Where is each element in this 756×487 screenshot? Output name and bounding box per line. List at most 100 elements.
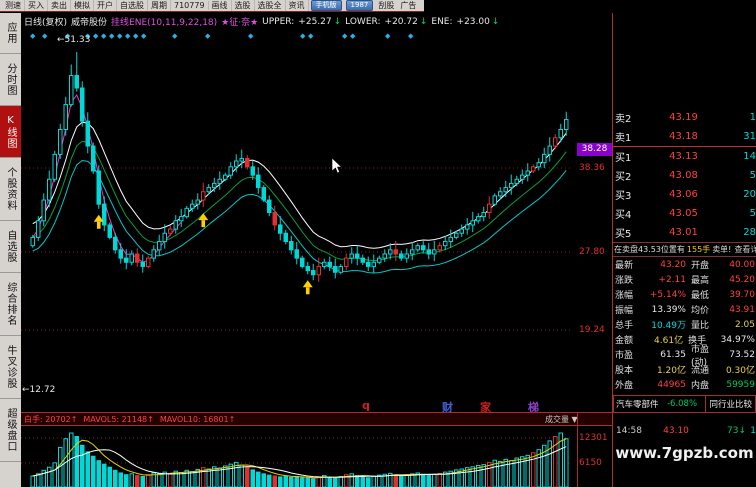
stat-row: 金额 4.61亿 换手 34.97% — [613, 332, 756, 347]
ob-label: 买5 — [615, 229, 632, 240]
menu-item-8[interactable]: 710779 — [171, 1, 209, 10]
stat-label: 股本 — [615, 366, 634, 376]
diamond-signal-icon: ◆ — [133, 32, 139, 40]
lower-label: LOWER: — [345, 16, 381, 27]
lower-value: +20.72 — [384, 16, 418, 27]
ob-volume: 14 — [743, 151, 756, 162]
menu-item-6[interactable]: 自选股 — [117, 0, 148, 11]
indicator-tag: ★征·奈★ — [221, 18, 259, 28]
menu-item-7[interactable]: 周期 — [148, 0, 171, 11]
ob-label: 卖2 — [615, 114, 632, 125]
ob-price: 43.01 — [669, 227, 698, 238]
low-price-callout: ←12.72 — [22, 385, 56, 395]
stat-value: 73.52 — [729, 349, 755, 360]
sidebar-item-应用[interactable]: 应用 — [0, 13, 21, 54]
stat-label: 总手 — [615, 321, 634, 331]
sidebar-item-个股资料[interactable]: 个股资料 — [0, 158, 21, 221]
menu-item-3[interactable]: 卖出 — [48, 0, 71, 11]
menu-item-12[interactable]: 资讯 — [286, 0, 309, 11]
stat-value: 61.35 — [660, 349, 686, 360]
chevron-down-icon: ▼ — [571, 415, 578, 424]
sidebar-item-自选股[interactable]: 自选股 — [0, 221, 21, 273]
stat-label: 市盈(动) — [691, 344, 710, 368]
tick-price: 43.10 — [663, 426, 689, 436]
volume-pane-header: 白手: 20702↑ MAVOL5: 21148↑ MAVOL10: 16801… — [21, 412, 615, 426]
diamond-signal-icon: ◆ — [350, 32, 356, 40]
industry-compare-button[interactable]: 同行业比较 — [705, 396, 755, 412]
ob-price: 43.13 — [669, 151, 698, 162]
sidebar: 应用 分时图 K线图 个股资料 自选股 综合排名 牛叉诊股 超级盘口 — [0, 13, 22, 487]
menu-item-2[interactable]: 买入 — [25, 0, 48, 11]
stat-label: 量比 — [691, 321, 710, 331]
upper-value: +25.27 — [298, 16, 332, 27]
stat-label: 流通 — [691, 366, 710, 376]
order-book-row-买3[interactable]: 买3 43.06 20 — [613, 185, 756, 204]
tick-volume: 73↓ — [727, 426, 746, 436]
stat-value: 1.20亿 — [656, 366, 686, 376]
sidebar-item-K线图[interactable]: K线图 — [0, 106, 21, 158]
stat-label: 涨跌 — [615, 276, 634, 286]
chart-watermark-char: 财 — [442, 401, 453, 414]
sidebar-item-分时图[interactable]: 分时图 — [0, 54, 21, 106]
diamond-signal-icon: ◆ — [141, 32, 147, 40]
signal-diamonds-row: ◆ ◆ ◆ ◆ ◆ ◆ ◆ ◆ ◆ ◆ ◆ ◆ ◆ ◆ ◆ ◆ ◆ ◆ ◆ ◆ — [21, 32, 612, 44]
menu-item-5[interactable]: 开户 — [94, 0, 117, 11]
volume-indicator-selector[interactable]: 成交量 ▼ — [545, 415, 578, 424]
menu-right-item-2[interactable]: 广告 — [400, 1, 417, 10]
stat-row: 外盘 44965 内盘 59959 — [613, 377, 756, 392]
ob-price: 43.06 — [669, 189, 698, 200]
sidebar-item-牛叉诊股[interactable]: 牛叉诊股 — [0, 336, 21, 399]
menu-item-10[interactable]: 选股 — [232, 0, 255, 11]
order-book: 卖2 43.19 1 卖1 43.18 31 买1 43.13 14 买2 43.08 5 买3 43.0… — [613, 108, 756, 242]
volume-chart[interactable] — [21, 426, 612, 487]
order-book-spacer — [613, 13, 756, 108]
volume-axis-label: 6150 — [579, 458, 602, 468]
mavol10: MAVOL10: 16801↑ — [159, 414, 236, 424]
down-arrow-icon: ↓ — [738, 426, 746, 436]
menu-item-11[interactable]: 选股全 — [255, 0, 286, 11]
quote-panel: 卖2 43.19 1 卖1 43.18 31 买1 43.13 14 买2 43.08 5 买3 43.0… — [612, 13, 756, 487]
diamond-signal-icon: ◆ — [308, 32, 314, 40]
order-book-row-卖1[interactable]: 卖1 43.18 31 — [613, 127, 756, 146]
diamond-signal-icon: ◆ — [205, 32, 211, 40]
diamond-signal-icon: ◆ — [101, 32, 107, 40]
stat-label: 最新 — [615, 261, 634, 271]
tick-time: 14:58 — [616, 426, 642, 436]
indicator-name: 挂线ENE(10,11,9,22,18) — [111, 18, 218, 28]
ob-price: 43.19 — [669, 112, 698, 123]
menu-button-2[interactable]: 1987 — [345, 0, 374, 11]
ob-price: 43.08 — [669, 170, 698, 181]
menu-button-1[interactable]: 手机版 — [310, 0, 342, 11]
order-book-row-买4[interactable]: 买4 43.05 5 — [613, 204, 756, 223]
order-book-row-买5[interactable]: 买5 43.01 28 — [613, 223, 756, 242]
stat-row: 市盈 61.35 市盈(动) 73.52 — [613, 345, 756, 368]
menu-item-1[interactable]: 测速 — [2, 0, 25, 11]
menu-item-4[interactable]: 模拟 — [71, 0, 94, 11]
industry-change: -6.08% — [666, 399, 698, 409]
ob-volume: 1 — [749, 112, 756, 123]
price-axis-label: 38.36 — [579, 163, 605, 173]
sidebar-item-综合排名[interactable]: 综合排名 — [0, 273, 21, 336]
order-book-row-买2[interactable]: 买2 43.08 5 — [613, 166, 756, 185]
sidebar-item-超级盘口[interactable]: 超级盘口 — [0, 399, 21, 462]
stat-value: +2.11 — [658, 274, 686, 285]
order-book-row-买1[interactable]: 买1 43.13 14 — [613, 147, 756, 166]
diamond-signal-icon: ◆ — [172, 32, 178, 40]
menu-right-item-1[interactable]: 刮股 — [378, 1, 395, 10]
stat-row: 涨跌 +2.11 最高 45.20 — [613, 272, 756, 287]
candlestick-chart[interactable] — [21, 30, 612, 412]
order-book-row-卖2[interactable]: 卖2 43.19 1 — [613, 108, 756, 127]
stat-label: 均价 — [691, 306, 710, 316]
upper-label: UPPER: — [262, 16, 295, 27]
menu-item-9[interactable]: 画线 — [209, 0, 232, 11]
stat-value: 45.20 — [729, 274, 755, 285]
stat-label: 市盈 — [615, 351, 634, 361]
volume-current: 白手: 20702↑ — [24, 414, 78, 424]
chart-watermark-char: 家 — [480, 401, 491, 414]
diamond-signal-icon: ◆ — [248, 32, 254, 40]
stat-value: 43.91 — [729, 304, 755, 315]
ob-label: 买3 — [615, 191, 632, 202]
mouse-cursor-icon — [331, 157, 344, 180]
view-details-link[interactable]: 查看详细 — [734, 245, 756, 254]
